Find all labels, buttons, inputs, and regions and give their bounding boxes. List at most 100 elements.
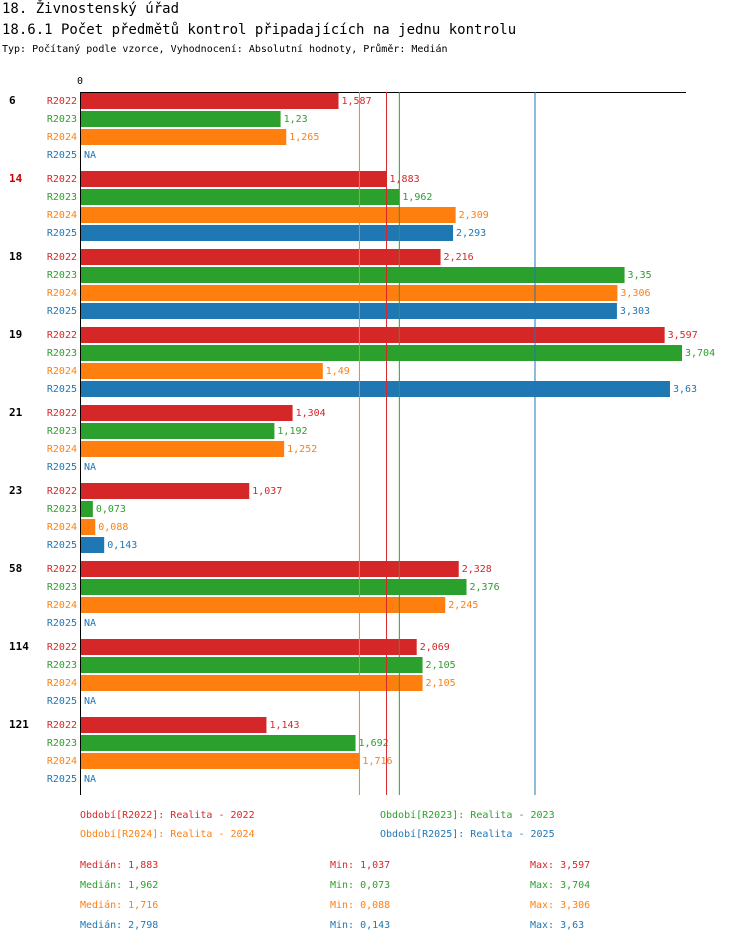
data-label: 1,23	[284, 114, 308, 125]
series-label: R2024	[47, 756, 77, 767]
series-label: R2024	[47, 132, 77, 143]
data-label: 3,704	[685, 348, 715, 359]
series-label: R2022	[47, 486, 77, 497]
bar	[81, 561, 459, 577]
bar	[81, 327, 665, 343]
data-label: 1,49	[326, 366, 350, 377]
series-label: R2025	[47, 540, 77, 551]
series-label: R2022	[47, 96, 77, 107]
bar	[81, 501, 93, 517]
bar	[81, 129, 286, 145]
data-label: 1,692	[359, 738, 389, 749]
category-label: 114	[9, 640, 29, 653]
bar	[81, 519, 95, 535]
stat-max-r2023: Max: 3,704	[530, 880, 590, 891]
bar	[81, 483, 249, 499]
bar	[81, 717, 266, 733]
category-label: 21	[9, 406, 23, 419]
bar	[81, 93, 339, 109]
bar	[81, 405, 293, 421]
series-label: R2024	[47, 444, 77, 455]
data-label: 1,037	[252, 486, 282, 497]
legend-r2022: Období[R2022]: Realita - 2022	[80, 810, 255, 821]
series-label: R2022	[47, 330, 77, 341]
legend-r2024: Období[R2024]: Realita - 2024	[80, 829, 255, 840]
data-label: 1,143	[269, 720, 299, 731]
data-label: 1,962	[402, 192, 432, 203]
data-label: 2,069	[420, 642, 450, 653]
bar	[81, 753, 359, 769]
series-label: R2022	[47, 642, 77, 653]
data-label: 3,597	[668, 330, 698, 341]
bar	[81, 597, 445, 613]
series-label: R2022	[47, 252, 77, 263]
bar	[81, 225, 453, 241]
series-label: R2024	[47, 288, 77, 299]
data-label: 2,309	[459, 210, 489, 221]
data-label: 0,143	[107, 540, 137, 551]
category-label: 121	[9, 718, 29, 731]
data-label: 3,303	[620, 306, 650, 317]
data-label: NA	[84, 150, 96, 161]
bar	[81, 657, 423, 673]
bar	[81, 303, 617, 319]
data-label: 2,105	[426, 660, 456, 671]
data-label: NA	[84, 462, 96, 473]
bar	[81, 579, 467, 595]
series-label: R2024	[47, 678, 77, 689]
series-label: R2023	[47, 348, 77, 359]
bar	[81, 441, 284, 457]
stat-median-r2022: Medián: 1,883	[80, 860, 158, 871]
bar	[81, 189, 399, 205]
bar	[81, 639, 417, 655]
bar	[81, 381, 670, 397]
series-label: R2023	[47, 426, 77, 437]
data-label: 1,883	[390, 174, 420, 185]
series-label: R2022	[47, 408, 77, 419]
series-label: R2025	[47, 228, 77, 239]
series-label: R2023	[47, 504, 77, 515]
category-label: 58	[9, 562, 22, 575]
bar	[81, 111, 281, 127]
data-label: NA	[84, 774, 96, 785]
bar	[81, 423, 274, 439]
data-label: 1,192	[277, 426, 307, 437]
data-label: 1,716	[362, 756, 392, 767]
data-label: 1,265	[289, 132, 319, 143]
bar	[81, 345, 682, 361]
series-label: R2025	[47, 150, 77, 161]
stat-median-r2024: Medián: 1,716	[80, 900, 158, 911]
series-label: R2025	[47, 774, 77, 785]
series-label: R2022	[47, 564, 77, 575]
data-label: 1,587	[342, 96, 372, 107]
stat-max-r2025: Max: 3,63	[530, 920, 584, 931]
data-label: 2,216	[444, 252, 474, 263]
series-label: R2025	[47, 462, 77, 473]
category-label: 23	[9, 484, 22, 497]
stat-max-r2022: Max: 3,597	[530, 860, 590, 871]
category-label: 19	[9, 328, 22, 341]
bar-chart: 06 R2022 1,587R2023 1,23R2024 1,265R2025 NA14…	[0, 0, 750, 810]
stat-min-r2025: Min: 0,143	[330, 920, 390, 931]
category-label: 18	[9, 250, 22, 263]
data-label: 3,63	[673, 384, 697, 395]
series-label: R2024	[47, 210, 77, 221]
stat-min-r2022: Min: 1,037	[330, 860, 390, 871]
series-label: R2023	[47, 270, 77, 281]
legend-r2023: Období[R2023]: Realita - 2023	[380, 810, 555, 821]
bar	[81, 675, 423, 691]
series-label: R2024	[47, 522, 77, 533]
series-label: R2025	[47, 696, 77, 707]
stat-min-r2024: Min: 0,088	[330, 900, 390, 911]
data-label: 2,293	[456, 228, 486, 239]
series-label: R2023	[47, 738, 77, 749]
series-label: R2022	[47, 720, 77, 731]
data-label: 2,328	[462, 564, 492, 575]
data-label: 3,306	[620, 288, 650, 299]
legend-r2025: Období[R2025]: Realita - 2025	[380, 829, 555, 840]
data-label: 3,35	[628, 270, 652, 281]
series-label: R2025	[47, 618, 77, 629]
bar	[81, 285, 617, 301]
series-label: R2023	[47, 582, 77, 593]
stat-max-r2024: Max: 3,306	[530, 900, 590, 911]
